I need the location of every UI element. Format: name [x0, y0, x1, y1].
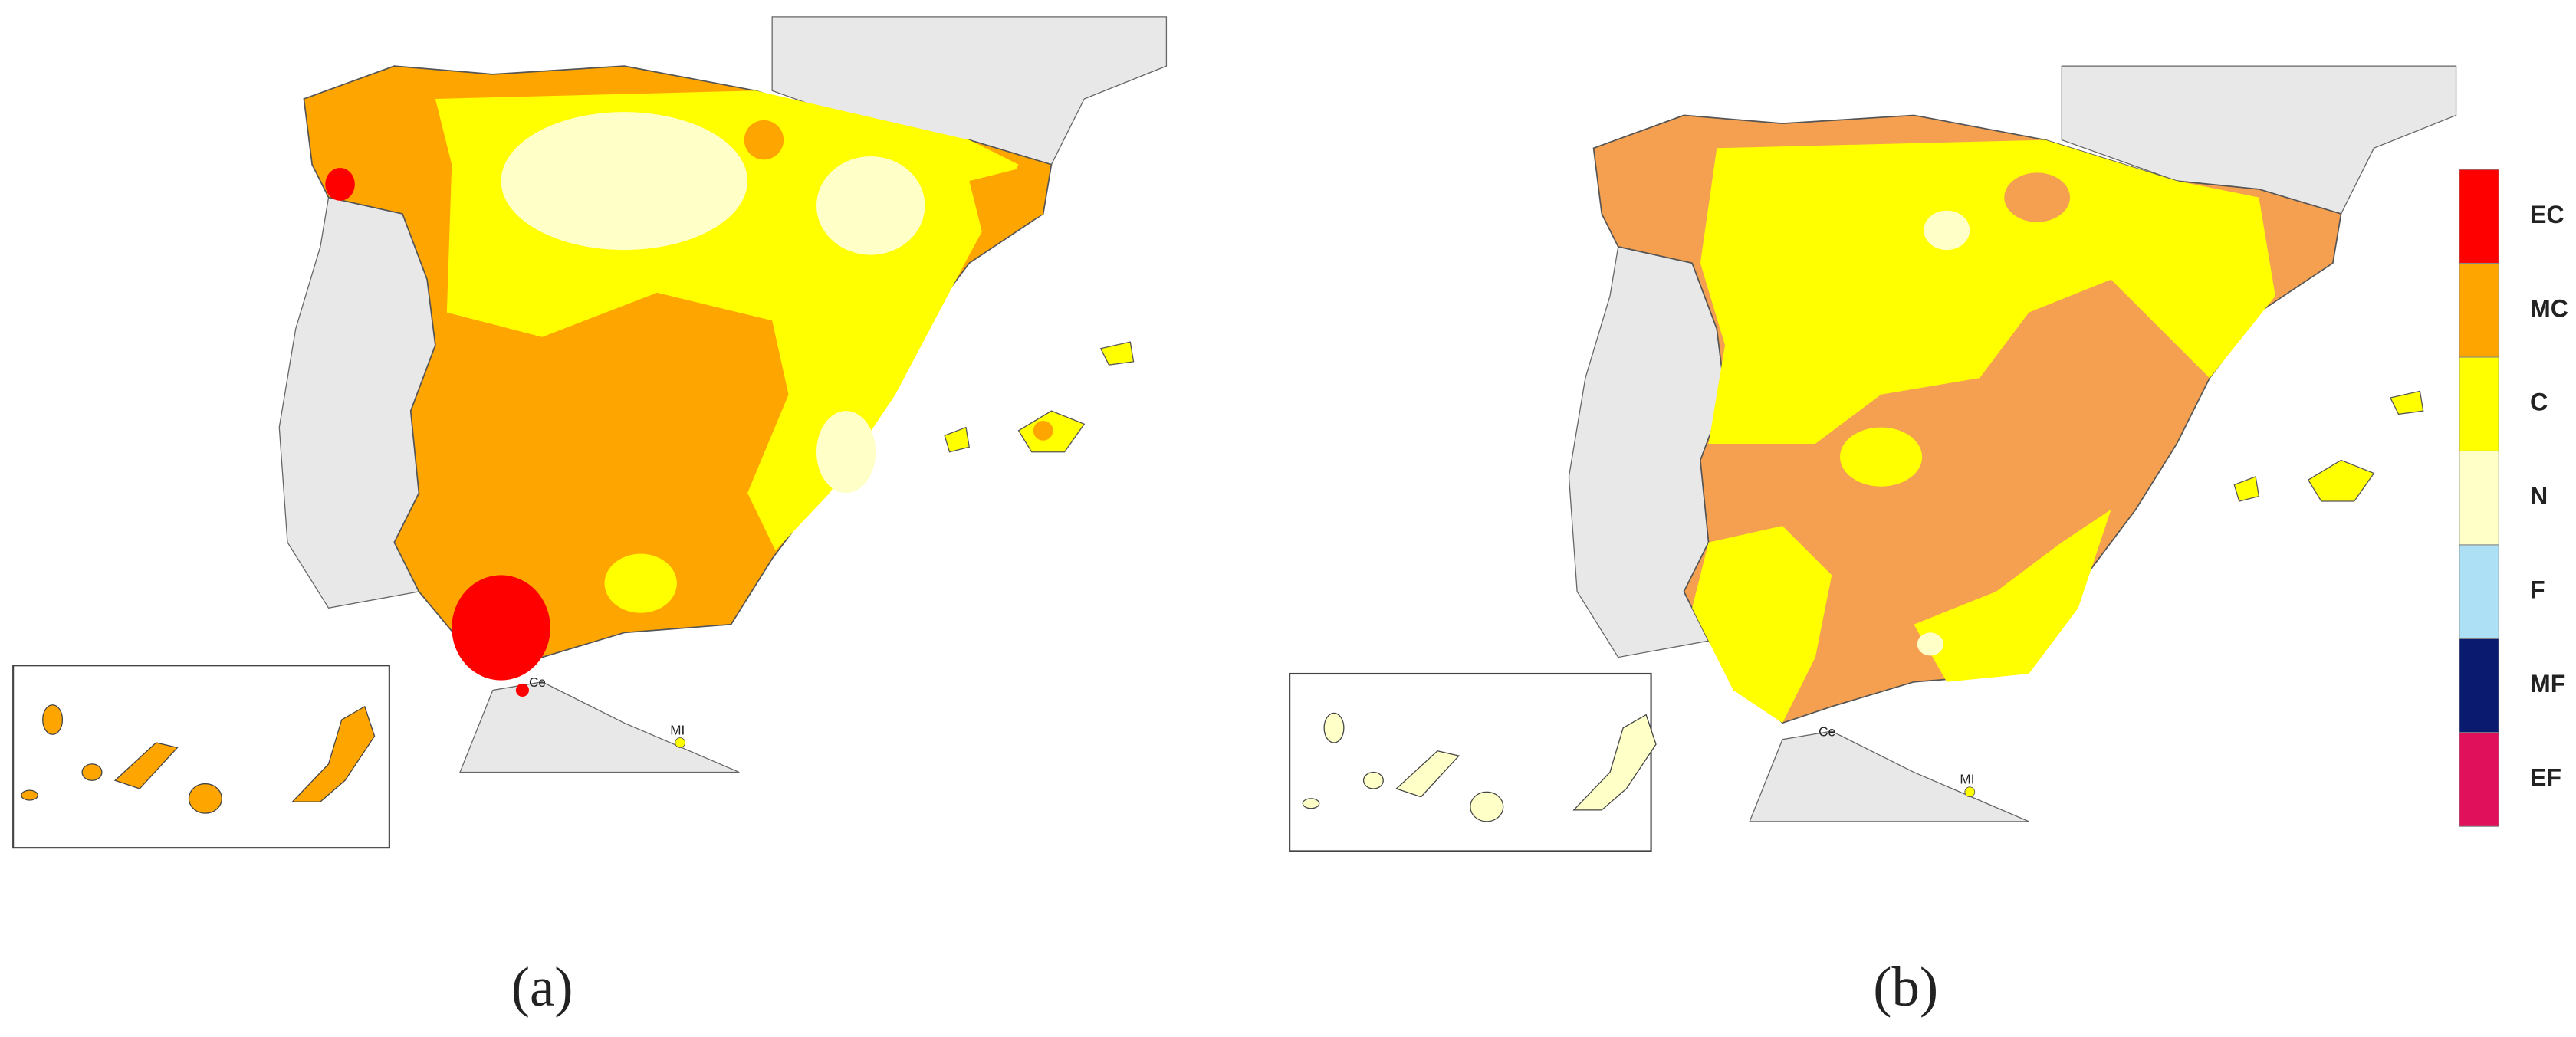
legend-label: F	[2530, 576, 2545, 604]
legend-swatch	[2459, 169, 2499, 264]
map-a: Ce MI (a)	[12, 15, 1168, 1018]
map-b: Ce MI (b)	[1289, 65, 2457, 1018]
legend-swatch	[2459, 638, 2499, 733]
legend-label: N	[2530, 482, 2548, 510]
legend-label: MF	[2530, 670, 2565, 697]
map-label: MI	[670, 722, 685, 737]
legend-swatch	[2459, 544, 2499, 639]
map-label: MI	[1960, 772, 1974, 787]
legend-label: EC	[2530, 201, 2564, 228]
legend-swatch	[2459, 356, 2499, 452]
legend-swatch	[2459, 450, 2499, 546]
legend-label: MC	[2530, 294, 2568, 322]
caption: (a)	[511, 956, 573, 1018]
legend-label: EF	[2530, 764, 2561, 792]
map-label: Ce	[529, 674, 546, 690]
caption: (b)	[1873, 956, 1938, 1018]
legend-swatch	[2459, 732, 2499, 827]
legend: EC MC C N F MF EF	[2459, 169, 2568, 827]
map-label: Ce	[1819, 724, 1835, 739]
legend-label: C	[2530, 389, 2548, 416]
legend-swatch	[2459, 263, 2499, 358]
